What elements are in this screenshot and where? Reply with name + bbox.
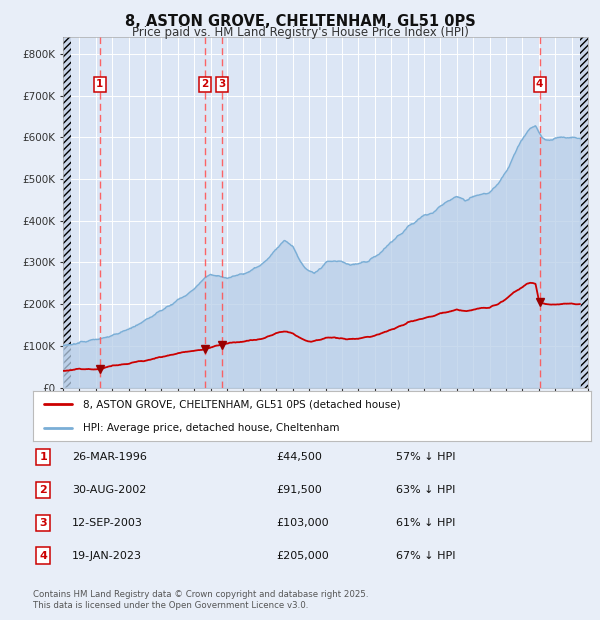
Text: 4: 4 [39, 551, 47, 560]
Text: 67% ↓ HPI: 67% ↓ HPI [396, 551, 455, 560]
Text: £44,500: £44,500 [276, 452, 322, 462]
Text: 12-SEP-2003: 12-SEP-2003 [72, 518, 143, 528]
Text: £205,000: £205,000 [276, 551, 329, 560]
Text: 63% ↓ HPI: 63% ↓ HPI [396, 485, 455, 495]
Text: 8, ASTON GROVE, CHELTENHAM, GL51 0PS (detached house): 8, ASTON GROVE, CHELTENHAM, GL51 0PS (de… [83, 399, 401, 409]
Text: Price paid vs. HM Land Registry's House Price Index (HPI): Price paid vs. HM Land Registry's House … [131, 26, 469, 39]
Text: 1: 1 [96, 79, 103, 89]
Text: £91,500: £91,500 [276, 485, 322, 495]
Text: 2: 2 [202, 79, 209, 89]
Text: 4: 4 [536, 79, 543, 89]
Bar [63, 37, 71, 387]
Text: £103,000: £103,000 [276, 518, 329, 528]
Text: 3: 3 [40, 518, 47, 528]
Text: Contains HM Land Registry data © Crown copyright and database right 2025.
This d: Contains HM Land Registry data © Crown c… [33, 590, 368, 609]
Text: 8, ASTON GROVE, CHELTENHAM, GL51 0PS: 8, ASTON GROVE, CHELTENHAM, GL51 0PS [125, 14, 475, 29]
Text: 57% ↓ HPI: 57% ↓ HPI [396, 452, 455, 462]
Text: 26-MAR-1996: 26-MAR-1996 [72, 452, 147, 462]
Text: 2: 2 [40, 485, 47, 495]
Bar [580, 37, 588, 387]
Text: 19-JAN-2023: 19-JAN-2023 [72, 551, 142, 560]
Text: HPI: Average price, detached house, Cheltenham: HPI: Average price, detached house, Chel… [83, 423, 340, 433]
Text: 3: 3 [218, 79, 226, 89]
Text: 61% ↓ HPI: 61% ↓ HPI [396, 518, 455, 528]
Text: 30-AUG-2002: 30-AUG-2002 [72, 485, 146, 495]
Text: 1: 1 [40, 452, 47, 462]
